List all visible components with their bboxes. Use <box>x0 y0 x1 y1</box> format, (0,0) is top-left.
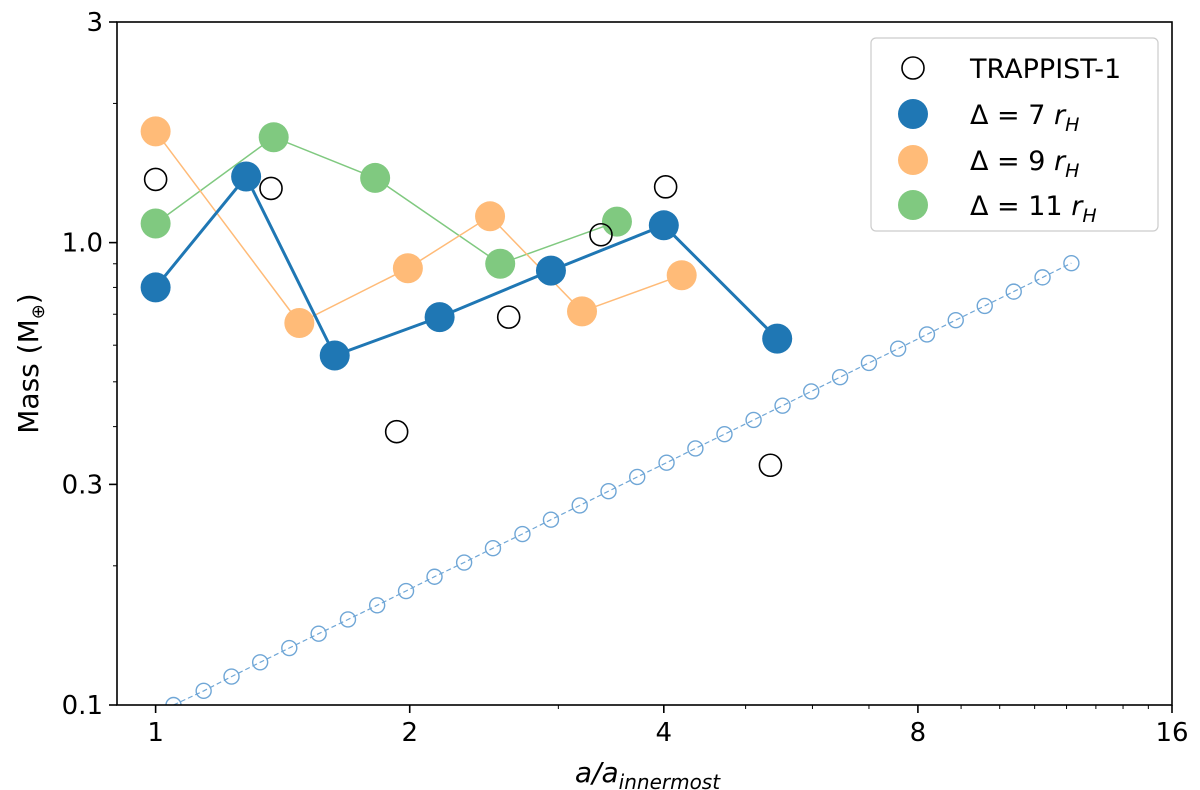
data-point <box>319 340 350 371</box>
data-point <box>601 206 632 237</box>
y-axis-title: Mass (M⊕) <box>12 293 49 434</box>
data-point <box>774 397 791 414</box>
data-point <box>165 696 182 705</box>
data-point <box>803 383 820 400</box>
series-0 <box>143 167 783 478</box>
data-point <box>918 326 936 343</box>
data-point <box>140 208 171 239</box>
data-point <box>258 122 289 153</box>
data-point <box>976 297 993 315</box>
data-point <box>514 525 531 543</box>
data-point <box>368 597 386 614</box>
data-point <box>860 354 878 372</box>
data-point <box>424 302 455 333</box>
data-point <box>223 668 240 685</box>
data-point <box>567 296 598 327</box>
data-point <box>455 554 473 571</box>
data-point <box>658 454 675 471</box>
data-point <box>947 311 964 329</box>
x-tick-label: 2 <box>401 718 418 748</box>
x-tick-label: 16 <box>1155 718 1188 748</box>
data-point <box>397 582 415 600</box>
legend-entry: TRAPPIST-1 <box>901 54 1121 85</box>
data-point <box>360 162 391 193</box>
data-point <box>426 568 443 585</box>
y-tick-label: 3 <box>86 8 103 38</box>
data-point <box>143 167 168 192</box>
series-line <box>173 262 1072 705</box>
legend-label: Δ = 11 rH <box>970 191 1097 227</box>
data-point <box>629 468 646 486</box>
data-point <box>475 201 506 232</box>
axes: 1 2 4 8 16 0.1 0.3 1.0 3 a/ainnermost Mass (M⊕) <box>12 8 1189 790</box>
legend: TRAPPIST-1 Δ = 7 rH Δ = 9 rH Δ = 11 rH <box>870 37 1159 232</box>
data-point <box>310 625 327 642</box>
data-point <box>889 340 907 357</box>
data-point <box>762 323 793 354</box>
data-point <box>600 482 617 500</box>
legend-label: TRAPPIST-1 <box>969 54 1121 85</box>
legend-label: Δ = 7 rH <box>970 100 1079 136</box>
data-point <box>831 368 849 386</box>
data-point <box>571 497 588 514</box>
data-point <box>1063 254 1080 272</box>
legend-marker <box>901 56 925 80</box>
x-tick-label: 8 <box>910 718 927 748</box>
series-line <box>155 130 682 324</box>
data-point <box>484 540 502 557</box>
data-point <box>745 411 762 429</box>
data-point <box>666 260 697 291</box>
data-point <box>535 255 566 286</box>
legend-entry: Δ = 11 rH <box>898 190 1097 227</box>
data-point <box>339 611 357 628</box>
legend-box <box>870 37 1159 232</box>
data-point <box>485 248 516 279</box>
legend-marker <box>898 145 928 175</box>
data-point <box>384 419 409 444</box>
legend-label: Δ = 9 rH <box>970 146 1079 182</box>
legend-entry: Δ = 9 rH <box>898 145 1079 182</box>
data-point <box>542 511 560 528</box>
data-point <box>140 272 171 303</box>
data-point <box>758 453 783 478</box>
data-point <box>140 116 171 147</box>
data-point <box>496 305 521 329</box>
data-point <box>687 440 704 457</box>
x-tick-label: 1 <box>147 718 164 748</box>
data-point <box>259 176 283 201</box>
series-1 <box>140 161 793 371</box>
data-point <box>251 654 269 671</box>
plot-area <box>140 116 1080 705</box>
data-point <box>589 222 613 247</box>
data-point <box>281 639 298 657</box>
legend-marker <box>898 99 928 129</box>
y-tick-label: 1.0 <box>62 229 103 259</box>
data-point <box>231 161 262 192</box>
data-point <box>284 308 315 339</box>
data-point <box>653 175 678 199</box>
x-axis-title: a/ainnermost <box>575 756 721 790</box>
series-2 <box>140 116 697 339</box>
data-point <box>1005 283 1022 300</box>
data-point <box>648 210 679 241</box>
legend-entry: Δ = 7 rH <box>898 99 1079 136</box>
x-tick-label: 4 <box>656 718 673 748</box>
axes-frame <box>116 21 1173 706</box>
data-point <box>1034 269 1051 286</box>
series-3 <box>140 122 632 279</box>
y-tick-label: 0.1 <box>62 691 103 721</box>
data-point <box>392 253 423 284</box>
y-tick-label: 0.3 <box>62 470 103 500</box>
series-4 <box>165 254 1080 705</box>
data-point <box>716 425 733 443</box>
data-point <box>195 682 212 700</box>
legend-marker <box>898 190 928 220</box>
